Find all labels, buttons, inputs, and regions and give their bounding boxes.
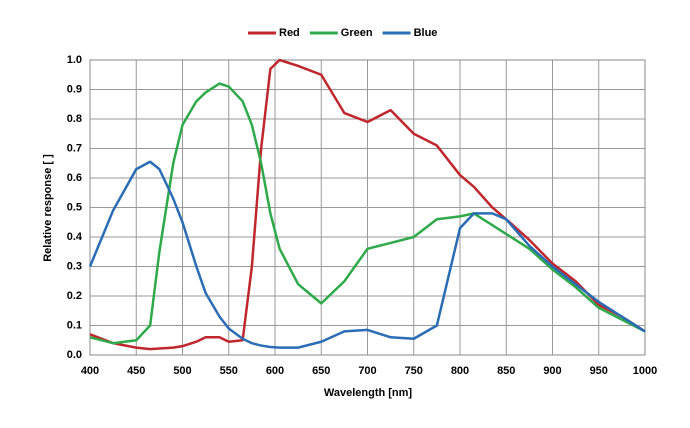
plot-frame xyxy=(89,59,646,356)
y-tick-label: 0.5 xyxy=(67,201,82,213)
y-tick-label: 1.0 xyxy=(67,54,82,66)
x-tick-label: 450 xyxy=(127,365,145,377)
legend-label: Green xyxy=(341,27,373,39)
x-tick-label: 600 xyxy=(266,365,284,377)
x-tick-label: 900 xyxy=(543,365,561,377)
x-tick-label: 500 xyxy=(173,365,191,377)
x-tick-label: 950 xyxy=(590,365,608,377)
y-tick-label: 0.9 xyxy=(67,83,82,95)
y-tick-label: 0.3 xyxy=(67,260,82,272)
x-tick-label: 1000 xyxy=(633,365,657,377)
y-tick-label: 0.4 xyxy=(67,231,83,243)
line-series xyxy=(89,58,646,351)
y-tick-label: 0.1 xyxy=(67,319,82,331)
x-tick-label: 700 xyxy=(358,365,376,377)
y-tick-label: 0.7 xyxy=(67,142,82,154)
x-tick-label: 400 xyxy=(81,365,99,377)
x-tick-label: 850 xyxy=(497,365,515,377)
y-axis-label: Relative response [ ] xyxy=(42,154,54,262)
y-tick-label: 0.6 xyxy=(67,172,82,184)
x-tick-label: 750 xyxy=(405,365,423,377)
y-tick-label: 0.0 xyxy=(67,349,82,361)
y-tick-label: 0.2 xyxy=(67,290,82,302)
legend-label: Red xyxy=(279,27,300,39)
x-axis-label: Wavelength [nm] xyxy=(324,387,413,399)
y-tick-label: 0.8 xyxy=(67,113,82,125)
x-tick-label: 550 xyxy=(220,365,238,377)
line-series xyxy=(89,82,646,345)
x-tick-label: 800 xyxy=(451,365,469,377)
legend-label: Blue xyxy=(414,27,438,39)
x-tick-label: 650 xyxy=(312,365,330,377)
line-series xyxy=(88,160,646,349)
